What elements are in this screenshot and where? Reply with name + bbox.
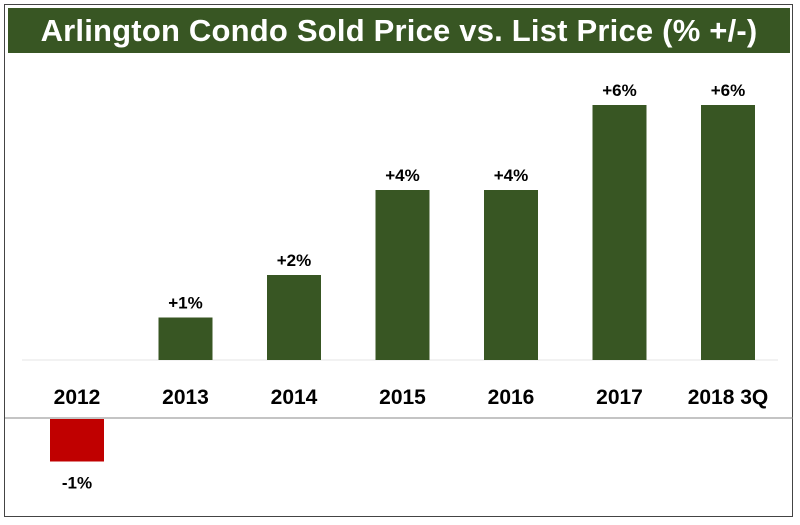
data-labels-group: -1% +1% +2% +4% +4% +6% +6%: [62, 81, 745, 493]
category-labels-group: 2012 2013 2014 2015 2016 2017 2018 3Q: [54, 386, 769, 409]
category-label: 2018 3Q: [688, 386, 769, 409]
category-label: 2013: [162, 386, 209, 409]
bar-2013: [158, 317, 213, 360]
chart-title-bar: Arlington Condo Sold Price vs. List Pric…: [8, 8, 790, 53]
data-label: +6%: [711, 81, 746, 100]
data-label: +4%: [494, 166, 529, 185]
bar-2014: [267, 275, 321, 360]
data-label: +4%: [385, 166, 420, 185]
category-label: 2017: [596, 386, 643, 409]
bar-2016: [484, 190, 538, 360]
data-label: +1%: [168, 294, 203, 313]
category-label: 2012: [54, 386, 101, 409]
bar-2012: [50, 419, 104, 462]
category-label: 2016: [488, 386, 535, 409]
data-label: -1%: [62, 474, 92, 493]
category-label: 2015: [379, 386, 426, 409]
bar-2017: [592, 105, 647, 360]
data-label: +2%: [277, 251, 312, 270]
bar-2015: [375, 190, 430, 360]
chart-title: Arlington Condo Sold Price vs. List Pric…: [40, 12, 758, 48]
bars-group: [50, 105, 755, 462]
data-label: +6%: [602, 81, 637, 100]
category-label: 2014: [271, 386, 318, 409]
bar-2018-3q: [701, 105, 755, 360]
